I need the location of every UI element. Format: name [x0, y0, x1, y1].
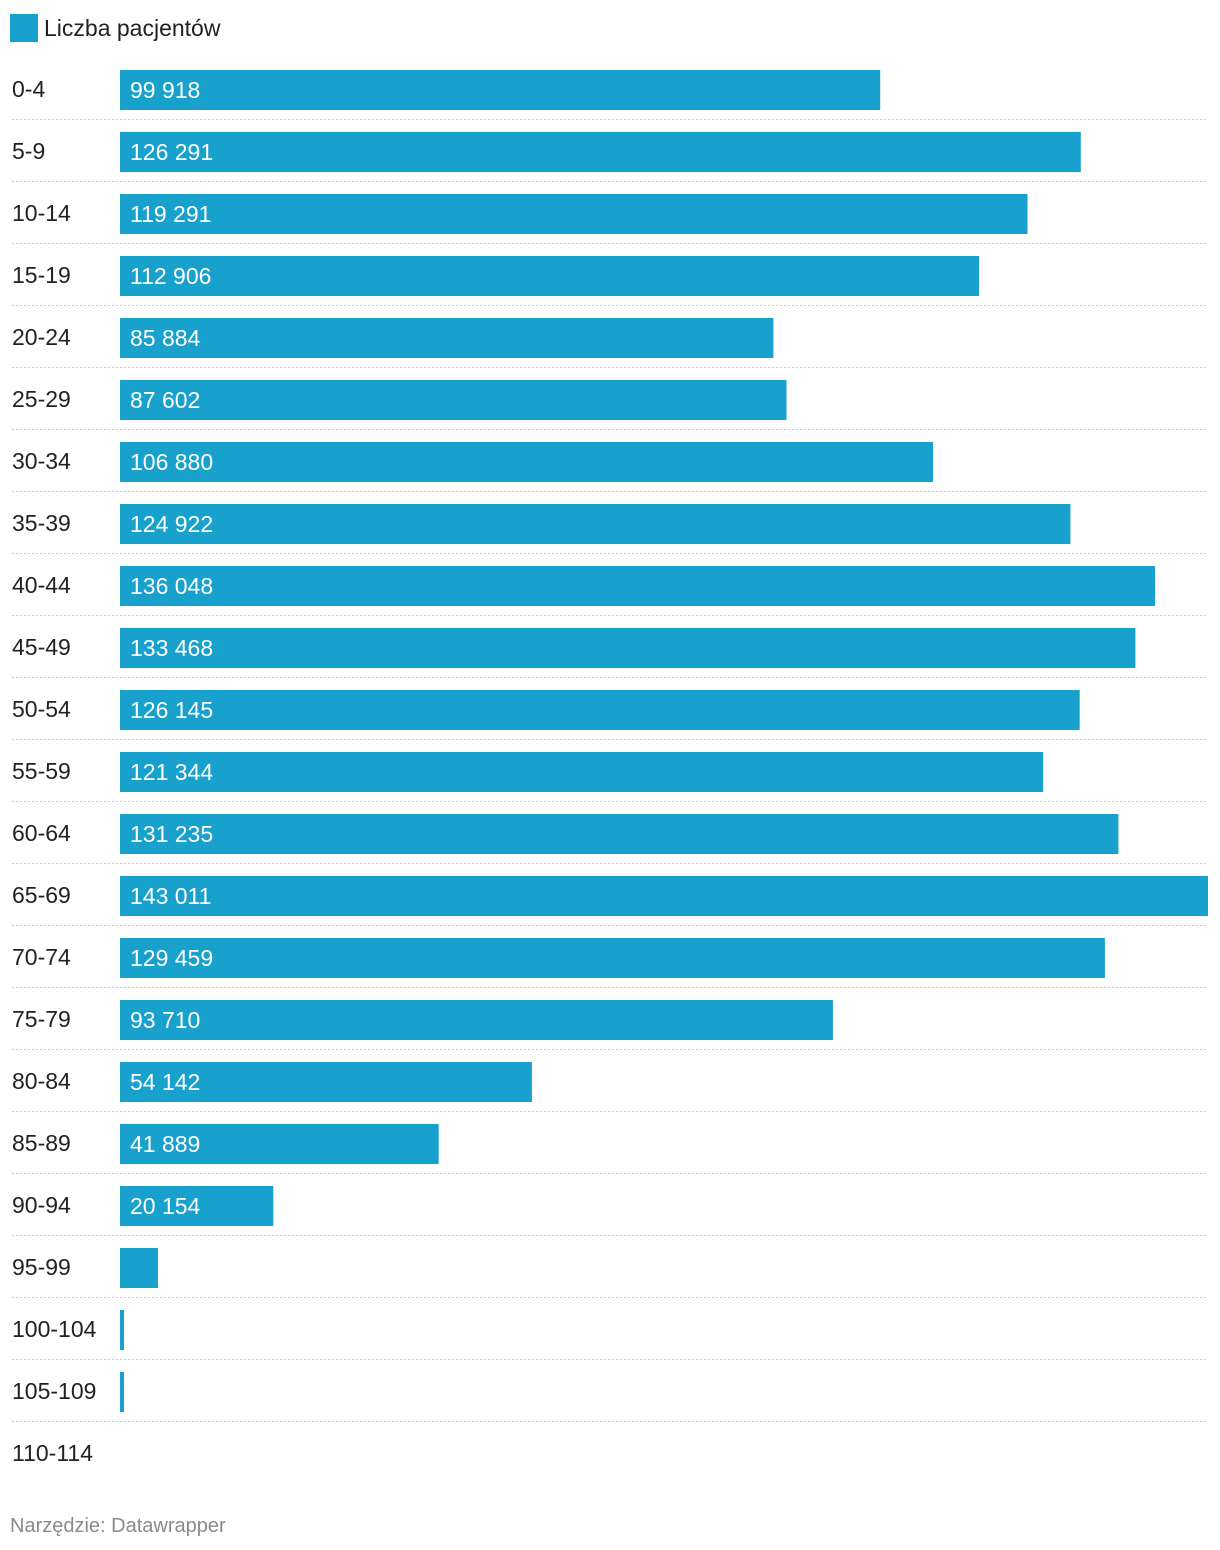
bar-5-9	[120, 132, 1081, 172]
category-label-80-84: 80-84	[12, 1068, 71, 1094]
footer-credit: Narzędzie: Datawrapper	[10, 1515, 226, 1537]
bar-55-59	[120, 752, 1044, 792]
value-label-0-4: 99 918	[130, 77, 200, 103]
legend: Liczba pacjentów	[10, 14, 220, 42]
legend-swatch	[10, 14, 38, 42]
category-label-5-9: 5-9	[12, 138, 45, 164]
bar-25-29	[120, 380, 787, 420]
value-label-45-49: 133 468	[130, 635, 213, 661]
category-label-70-74: 70-74	[12, 944, 71, 970]
value-label-60-64: 131 235	[130, 821, 213, 847]
bar-0-4	[120, 70, 881, 110]
category-label-105-109: 105-109	[12, 1378, 96, 1404]
bar-20-24	[120, 318, 774, 358]
category-label-0-4: 0-4	[12, 76, 45, 102]
category-label-95-99: 95-99	[12, 1254, 71, 1280]
value-label-65-69: 143 011	[130, 883, 211, 909]
value-label-75-79: 93 710	[130, 1007, 200, 1033]
bar-45-49	[120, 628, 1136, 668]
category-label-10-14: 10-14	[12, 200, 71, 226]
value-label-35-39: 124 922	[130, 511, 213, 537]
value-label-90-94: 20 154	[130, 1193, 201, 1219]
category-label-30-34: 30-34	[12, 448, 71, 474]
category-label-50-54: 50-54	[12, 696, 71, 722]
category-label-35-39: 35-39	[12, 510, 71, 536]
category-label-15-19: 15-19	[12, 262, 71, 288]
bar-35-39	[120, 504, 1071, 544]
value-label-70-74: 129 459	[130, 945, 213, 971]
bar-95-99	[120, 1248, 158, 1288]
legend-label: Liczba pacjentów	[44, 15, 221, 41]
category-label-65-69: 65-69	[12, 882, 71, 908]
value-label-10-14: 119 291	[130, 201, 211, 227]
value-label-85-89: 41 889	[130, 1131, 200, 1157]
category-label-40-44: 40-44	[12, 572, 71, 598]
bar-50-54	[120, 690, 1080, 730]
bar-80-84	[120, 1062, 532, 1102]
bar-30-34	[120, 442, 934, 482]
value-label-5-9: 126 291	[130, 139, 213, 165]
bar-65-69	[120, 876, 1208, 916]
bar-90-94	[120, 1186, 274, 1226]
category-label-60-64: 60-64	[12, 820, 71, 846]
category-label-20-24: 20-24	[12, 324, 71, 350]
category-label-90-94: 90-94	[12, 1192, 71, 1218]
value-label-15-19: 112 906	[130, 263, 211, 289]
category-label-85-89: 85-89	[12, 1130, 71, 1156]
bar-40-44	[120, 566, 1155, 606]
bar-75-79	[120, 1000, 833, 1040]
value-label-80-84: 54 142	[130, 1069, 200, 1095]
value-label-30-34: 106 880	[130, 449, 213, 475]
value-label-55-59: 121 344	[130, 759, 213, 785]
bar-15-19	[120, 256, 979, 296]
category-label-25-29: 25-29	[12, 386, 71, 412]
value-label-40-44: 136 048	[130, 573, 213, 599]
value-label-20-24: 85 884	[130, 325, 201, 351]
category-label-110-114: 110-114	[12, 1440, 93, 1466]
value-label-25-29: 87 602	[130, 387, 200, 413]
category-label-55-59: 55-59	[12, 758, 71, 784]
category-label-45-49: 45-49	[12, 634, 71, 660]
category-label-100-104: 100-104	[12, 1316, 97, 1342]
bar-70-74	[120, 938, 1105, 978]
bar-chart: 0-4 99 918 5-9 126 291 10-14 119 291 15-19 112 …	[12, 70, 1208, 1466]
value-label-50-54: 126 145	[130, 697, 213, 723]
bar-10-14	[120, 194, 1028, 234]
bar-100-104	[120, 1310, 124, 1350]
bar-85-89	[120, 1124, 439, 1164]
category-label-75-79: 75-79	[12, 1006, 71, 1032]
bar-60-64	[120, 814, 1119, 854]
bar-105-109	[120, 1372, 124, 1412]
